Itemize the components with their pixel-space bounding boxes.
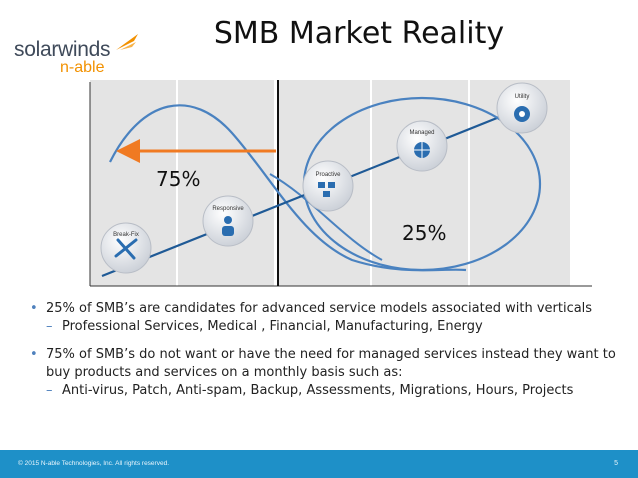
bullet-list: 25% of SMB’s are candidates for advanced… [28,300,618,400]
stage-responsive: Responsive [202,195,254,247]
logo-subtext: n-able [60,59,105,76]
stage-proactive: Proactive [302,160,354,212]
solarwinds-logo: solarwinds n-able [14,34,138,78]
svg-text:Proactive: Proactive [315,172,341,178]
svg-text:Responsive: Responsive [212,206,244,212]
slide-title: SMB Market Reality [213,16,505,51]
page-number: 5 [614,460,618,467]
svg-text:Break-Fix: Break-Fix [113,232,139,238]
stage-managed: Managed [396,120,448,172]
bullet-item: 25% of SMB’s are candidates for advanced… [28,300,618,318]
footer-bar: © 2015 N-able Technologies, Inc. All rig… [0,450,638,478]
svg-text:Utility: Utility [515,94,530,100]
growth-curve [269,173,383,261]
svg-text:Managed: Managed [409,130,434,136]
stage-break-fix: Break-Fix [100,222,152,274]
logo-sunburst-icon [116,34,138,50]
sub-bullet-item: Professional Services, Medical , Financi… [28,318,618,336]
bullet-item: 75% of SMB’s do not want or have the nee… [28,346,618,382]
market-diagram: Break-Fix Responsive Proactive Managed U… [82,78,602,290]
stage-utility: Utility [496,82,548,134]
percent-25: 25% [402,221,446,245]
copyright-text: © 2015 N-able Technologies, Inc. All rig… [18,460,170,467]
sub-bullet-item: Anti-virus, Patch, Anti-spam, Backup, As… [28,382,618,400]
logo-wordmark: solarwinds [14,38,111,61]
percent-75: 75% [156,167,200,191]
